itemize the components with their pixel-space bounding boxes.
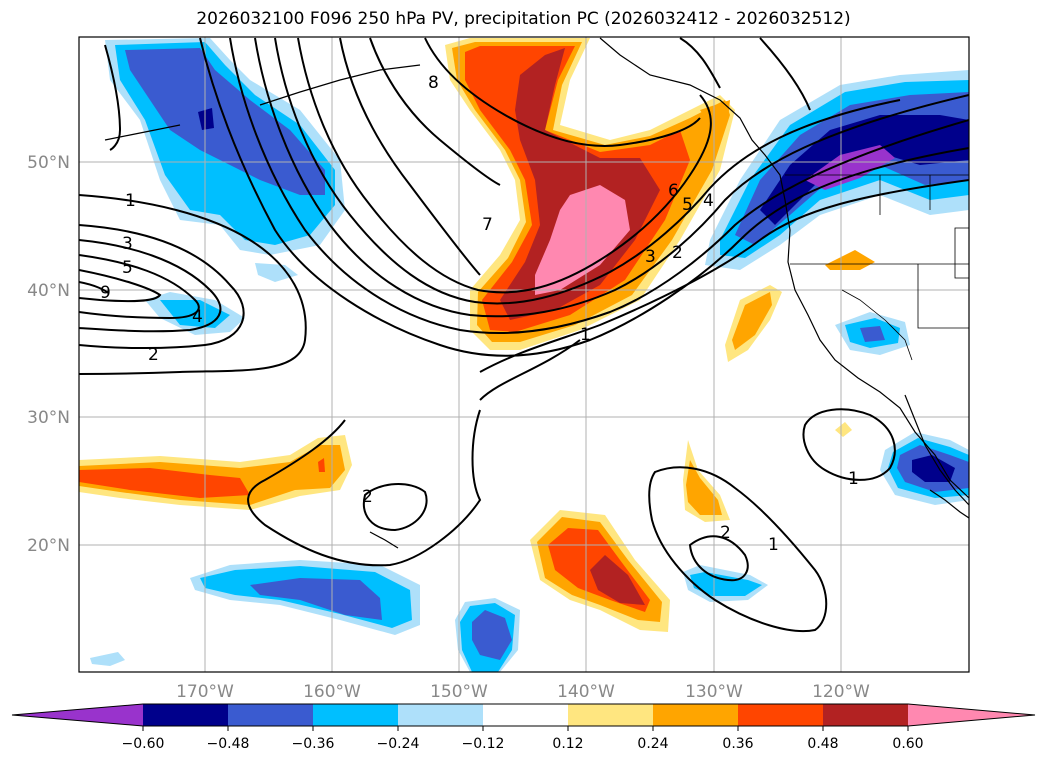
colorbar-segment bbox=[143, 704, 228, 726]
colorbar-tick-label: 0.60 bbox=[892, 736, 923, 752]
lat-label: 20°N bbox=[27, 536, 70, 556]
colorbar-tick-label: −0.12 bbox=[462, 736, 505, 752]
contour-labels: 1 3 5 9 4 2 7 8 6 5 4 3 2 1 2 2 1 1 bbox=[100, 73, 859, 555]
colorbar-segment bbox=[823, 704, 908, 726]
contour-label: 4 bbox=[703, 191, 714, 211]
colorbar-segment bbox=[653, 704, 738, 726]
map-border bbox=[78, 36, 970, 673]
contour-label: 2 bbox=[672, 243, 683, 263]
lat-label: 40°N bbox=[27, 281, 70, 301]
precip-neg-16n bbox=[190, 560, 420, 635]
contour-label: 7 bbox=[482, 215, 493, 235]
contour-label: 2 bbox=[720, 523, 731, 543]
contour-label: 6 bbox=[668, 181, 679, 201]
colorbar-tick-label: −0.24 bbox=[377, 736, 420, 752]
precip-neg-13n bbox=[455, 598, 520, 672]
contour-label: 5 bbox=[122, 258, 133, 278]
coastlines bbox=[104, 37, 969, 549]
precip-neg-socal bbox=[835, 312, 910, 355]
colorbar-tick-label: 0.36 bbox=[722, 736, 753, 752]
precip-pos-dot bbox=[835, 422, 852, 437]
colorbar-tick-label: −0.48 bbox=[207, 736, 250, 752]
map-title: 2026032100 F096 250 hPa PV, precipitatio… bbox=[196, 9, 851, 29]
precip-neg-bottom-left bbox=[90, 652, 125, 666]
precip-pos-18n bbox=[530, 510, 670, 632]
lon-label: 170°W bbox=[176, 682, 234, 702]
colorbar-tick-label: −0.36 bbox=[292, 736, 335, 752]
contour-label: 3 bbox=[645, 247, 656, 267]
colorbar-segment bbox=[228, 704, 313, 726]
precip-pos-west-band bbox=[79, 435, 352, 510]
contour-label: 8 bbox=[428, 73, 439, 93]
colorbar-tick-label: 0.24 bbox=[637, 736, 668, 752]
graticule bbox=[79, 37, 969, 672]
colorbar-segment bbox=[313, 704, 398, 726]
lon-label: 130°W bbox=[685, 682, 743, 702]
contour-label: 9 bbox=[100, 283, 111, 303]
precip-neg-ne bbox=[705, 70, 969, 270]
lon-label: 150°W bbox=[430, 682, 488, 702]
lon-label: 120°W bbox=[812, 682, 870, 702]
colorbar-tick-label: 0.48 bbox=[807, 736, 838, 752]
precip-pos-23n bbox=[683, 440, 730, 522]
contour-label: 1 bbox=[125, 191, 136, 211]
lon-label: 160°W bbox=[303, 682, 361, 702]
lat-label: 30°N bbox=[27, 408, 70, 428]
colorbar-segment bbox=[568, 704, 653, 726]
lat-label: 50°N bbox=[27, 153, 70, 173]
contour-label: 1 bbox=[580, 325, 591, 345]
colorbar-extend-high bbox=[908, 704, 1035, 726]
colorbar-extend-low bbox=[12, 704, 143, 726]
pv-contours bbox=[79, 37, 969, 632]
contour-label: 2 bbox=[148, 345, 159, 365]
colorbar: −0.60 −0.48 −0.36 −0.24 −0.12 0.12 0.24 0.36 0.4… bbox=[11, 703, 1036, 752]
contour-label: 2 bbox=[362, 487, 373, 507]
precip-pos-small-nw-coast bbox=[825, 250, 875, 270]
contour-label: 1 bbox=[848, 469, 859, 489]
contour-label: 3 bbox=[122, 234, 133, 254]
colorbar-tick-label: −0.60 bbox=[122, 736, 165, 752]
colorbar-segment bbox=[398, 704, 483, 726]
contour-label: 5 bbox=[682, 195, 693, 215]
colorbar-segment bbox=[483, 704, 568, 726]
longitude-labels: 170°W 160°W 150°W 140°W 130°W 120°W bbox=[176, 682, 870, 702]
precip-neg-mexico bbox=[880, 432, 969, 505]
colorbar-tick-label: 0.12 bbox=[552, 736, 583, 752]
precip-pos-ne-pacific bbox=[445, 38, 735, 350]
contour-label: 1 bbox=[768, 535, 779, 555]
lon-label: 140°W bbox=[557, 682, 615, 702]
map-content: 1 3 5 9 4 2 7 8 6 5 4 3 2 1 2 2 1 1 bbox=[79, 37, 969, 672]
colorbar-segment bbox=[738, 704, 823, 726]
contour-label: 4 bbox=[192, 307, 203, 327]
latitude-labels: 50°N 40°N 30°N 20°N bbox=[27, 153, 70, 556]
precip-pos-strip bbox=[725, 285, 782, 362]
